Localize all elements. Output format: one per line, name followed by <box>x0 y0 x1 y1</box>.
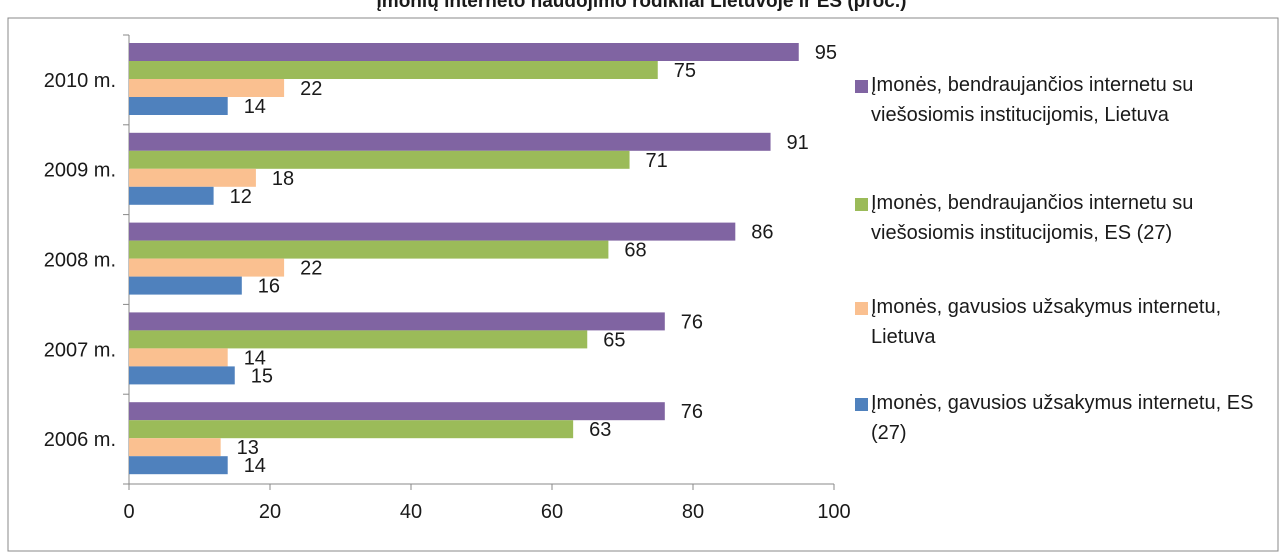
legend-label: Įmonės, gavusios užsakymus internetu, ES… <box>871 392 1254 444</box>
bar <box>129 61 658 79</box>
data-label: 18 <box>272 168 294 190</box>
x-tick-label: 100 <box>817 501 850 523</box>
bar <box>129 150 630 169</box>
legend-label: Įmonės, gavusios užsakymus internetu, Li… <box>871 296 1222 348</box>
chart-title: Įmonių interneto naudojimo rodikliai Lie… <box>376 0 907 12</box>
x-tick-label: 40 <box>400 501 422 523</box>
data-label: 75 <box>674 60 696 82</box>
data-label: 13 <box>237 437 259 459</box>
x-tick-label: 60 <box>541 501 563 523</box>
legend-label: Įmonės, bendraujančios internetu su vieš… <box>871 192 1194 244</box>
category-label: 2008 m. <box>44 250 116 272</box>
legend-swatch <box>855 302 868 315</box>
data-label: 76 <box>681 401 703 423</box>
bar <box>129 438 221 457</box>
data-label: 63 <box>589 419 611 441</box>
bar <box>129 168 256 187</box>
data-label: 95 <box>815 42 837 64</box>
data-label: 68 <box>624 240 646 262</box>
data-label: 14 <box>244 455 266 477</box>
bar <box>129 420 574 439</box>
x-tick-label: 0 <box>123 501 134 523</box>
data-label: 12 <box>230 186 252 208</box>
bar <box>129 240 609 259</box>
data-label: 15 <box>251 365 273 387</box>
legend-label: Įmonės, bendraujančios internetu su vieš… <box>871 74 1194 126</box>
bar <box>129 366 235 385</box>
data-label: 22 <box>300 258 322 280</box>
data-label: 76 <box>681 311 703 333</box>
bar <box>129 276 242 295</box>
data-label: 16 <box>258 276 280 298</box>
legend-swatch <box>855 80 868 93</box>
data-label: 71 <box>646 150 668 172</box>
chart-frame <box>7 17 1279 552</box>
category-label: 2009 m. <box>44 160 116 182</box>
legend-swatch <box>855 198 868 211</box>
data-label: 86 <box>751 222 773 244</box>
category-label: 2010 m. <box>44 70 116 92</box>
bar <box>129 97 228 115</box>
data-label: 14 <box>244 347 266 369</box>
data-label: 22 <box>300 78 322 100</box>
bar <box>129 312 665 331</box>
x-tick-label: 20 <box>259 501 281 523</box>
bar <box>129 348 228 367</box>
bar <box>129 43 799 61</box>
x-tick-label: 80 <box>682 501 704 523</box>
bar <box>129 402 665 421</box>
bar <box>129 79 285 97</box>
data-label: 65 <box>603 329 625 351</box>
data-label: 14 <box>244 96 266 118</box>
bar <box>129 132 771 151</box>
bar <box>129 330 588 349</box>
category-label: 2007 m. <box>44 339 116 361</box>
category-label: 2006 m. <box>44 429 116 451</box>
legend-swatch <box>855 398 868 411</box>
bar <box>129 186 214 205</box>
data-label: 91 <box>787 132 809 154</box>
bar <box>129 456 228 475</box>
bar <box>129 222 736 241</box>
bar <box>129 258 285 277</box>
